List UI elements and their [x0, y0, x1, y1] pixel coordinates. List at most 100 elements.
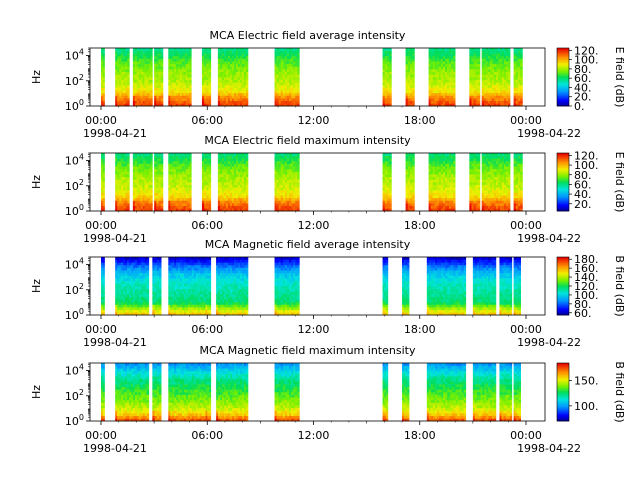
spectrogram-cell: [101, 84, 104, 88]
spectrogram-cell: [446, 48, 450, 51]
spectrogram-cell: [295, 50, 298, 54]
spectrogram-cell: [432, 66, 436, 70]
spectrogram-cell: [132, 58, 136, 62]
spectrogram-cell: [117, 179, 120, 183]
spectrogram-cell: [150, 77, 153, 80]
spectrogram-cell: [181, 153, 184, 156]
spectrogram-cell: [386, 160, 390, 164]
spectrogram-cell: [168, 176, 171, 180]
spectrogram-cell: [127, 200, 130, 204]
spectrogram-cell: [382, 208, 386, 212]
spectrogram-cell: [158, 90, 162, 94]
spectrogram-cell: [170, 176, 173, 180]
spectrogram-cell: [156, 205, 159, 209]
spectrogram-cell: [174, 55, 177, 59]
spectrogram-cell: [473, 158, 476, 162]
spectrogram-cell: [451, 74, 454, 78]
spectrogram-cell: [495, 69, 499, 73]
spectrogram-cell: [125, 66, 128, 70]
spectrogram-cell: [497, 66, 501, 70]
spectrogram-cell: [123, 55, 126, 59]
spectrogram-cell: [485, 158, 489, 162]
spectrogram-cell: [432, 187, 436, 191]
spectrogram-cell: [284, 192, 288, 196]
spectrogram-cell: [150, 66, 153, 70]
spectrogram-cell: [204, 182, 207, 185]
spectrogram-cell: [449, 208, 452, 212]
spectrogram-cell: [146, 48, 149, 51]
spectrogram-cell: [295, 77, 298, 80]
colorbar-frame: [556, 47, 570, 107]
spectrogram-cell: [125, 203, 128, 207]
spectrogram-cell: [280, 184, 284, 188]
spectrogram-cell: [274, 98, 277, 102]
colorbar-swatch: [557, 48, 569, 50]
spectrogram-cell: [138, 168, 141, 172]
spectrogram-cell: [144, 192, 147, 196]
spectrogram-cell: [217, 50, 221, 54]
spectrogram-cell: [208, 69, 212, 73]
spectrogram-cell: [451, 84, 454, 88]
spectrogram-cell: [179, 153, 183, 156]
spectrogram-cell: [295, 58, 298, 62]
spectrogram-cell: [219, 168, 223, 172]
spectrogram-cell: [227, 189, 231, 193]
spectrogram-cell: [140, 189, 143, 193]
spectrogram-cell: [227, 192, 231, 196]
spectrogram-cell: [384, 189, 388, 193]
spectrogram-cell: [471, 197, 474, 201]
spectrogram-cell: [446, 200, 450, 204]
spectrogram-cell: [146, 58, 149, 62]
spectrogram-cell: [276, 50, 279, 54]
spectrogram-cell: [449, 158, 452, 162]
spectrogram-cell: [444, 184, 448, 188]
colorbar-swatch: [557, 74, 569, 76]
spectrogram-cell: [276, 182, 279, 185]
spectrogram-cell: [405, 82, 409, 86]
spectrogram-cell: [127, 176, 130, 180]
spectrogram-cell: [289, 84, 292, 88]
spectrogram-cell: [132, 179, 136, 183]
spectrogram-cell: [156, 58, 159, 62]
spectrogram-cell: [449, 79, 452, 83]
spectrogram-cell: [170, 63, 173, 67]
spectrogram-cell: [487, 77, 491, 80]
spectrogram-cell: [117, 98, 120, 102]
spectrogram-cell: [428, 74, 431, 78]
spectrogram-cell: [168, 69, 171, 73]
spectrogram-cell: [389, 179, 392, 183]
spectrogram-cell: [144, 79, 147, 83]
spectrogram-cell: [436, 171, 440, 175]
spectrogram-cell: [495, 50, 499, 54]
spectrogram-cell: [407, 160, 411, 164]
spectrogram-cell: [469, 79, 472, 83]
spectrogram-cell: [495, 48, 499, 51]
spectrogram-cell: [150, 163, 153, 167]
spectrogram-cell: [138, 77, 141, 80]
spectrogram-cell: [156, 48, 159, 51]
spectrogram-cell: [276, 160, 279, 164]
spectrogram-cell: [177, 87, 181, 91]
spectrogram-cell: [177, 79, 181, 83]
spectrogram-cell: [489, 200, 493, 204]
spectrogram-cell: [115, 48, 118, 51]
spectrogram-cell: [434, 53, 438, 57]
spectrogram-cell: [475, 203, 479, 207]
spectrogram-cell: [119, 179, 122, 183]
spectrogram-cell: [239, 208, 243, 212]
spectrogram-cell: [208, 153, 212, 156]
spectrogram-cell: [206, 208, 209, 212]
spectrogram-cell: [229, 87, 233, 91]
spectrogram-cell: [405, 174, 409, 178]
spectrogram-cell: [227, 77, 231, 80]
spectrogram-cell: [233, 205, 237, 209]
spectrogram-cell: [284, 195, 288, 199]
spectrogram-cell: [407, 66, 411, 70]
spectrogram-cell: [382, 82, 386, 86]
spectrogram-cell: [520, 58, 523, 62]
spectrogram-cell: [442, 163, 446, 167]
spectrogram-cell: [274, 69, 277, 73]
spectrogram-cell: [175, 155, 179, 159]
spectrogram-cell: [446, 53, 450, 57]
spectrogram-cell: [297, 55, 300, 59]
